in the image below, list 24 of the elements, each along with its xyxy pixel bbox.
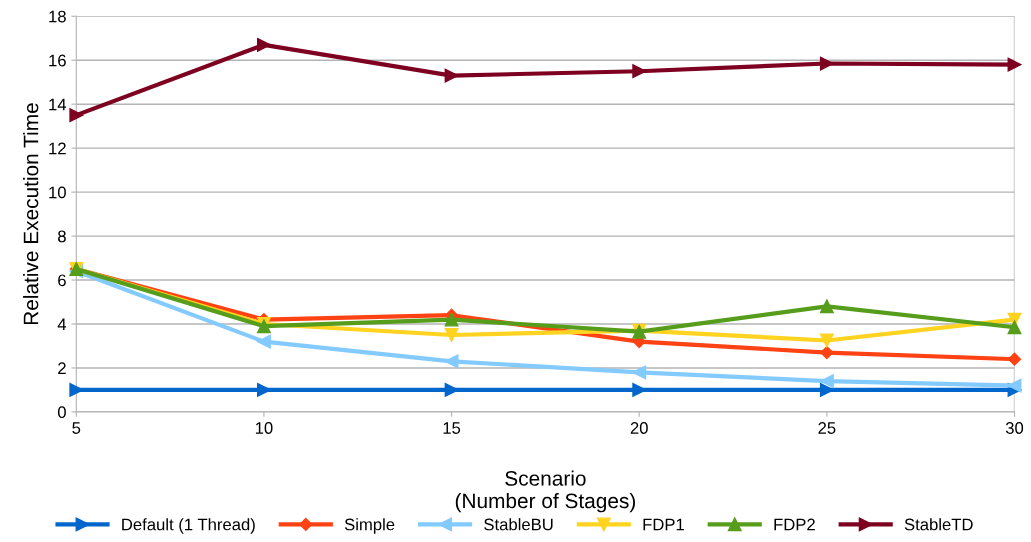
y-tick-label: 10 xyxy=(49,186,66,199)
y-tick-label: 2 xyxy=(58,362,66,374)
y-tick-label: 12 xyxy=(49,142,66,155)
legend-label: StableTD xyxy=(904,518,973,531)
x-tick-label: 5 xyxy=(72,422,81,434)
legend-label: Default (1 Thread) xyxy=(122,518,255,534)
y-axis-title: Relative Execution Time xyxy=(23,103,39,325)
x-axis-title: Scenario (Number of Stages) xyxy=(455,470,635,513)
legend-label: FDP1 xyxy=(643,518,684,531)
y-tick-label: 18 xyxy=(49,10,66,23)
x-tick-label: 30 xyxy=(1005,422,1024,434)
x-tick-label: 25 xyxy=(818,422,836,434)
legend-label: StableBU xyxy=(484,518,553,531)
y-tick-label: 16 xyxy=(49,54,66,67)
legend-label: Simple xyxy=(344,518,395,534)
legend-label: FDP2 xyxy=(774,518,815,531)
x-tick-label: 20 xyxy=(630,422,648,434)
y-tick-label: 6 xyxy=(58,274,66,287)
y-tick-label: 0 xyxy=(57,406,66,419)
y-tick-label: 8 xyxy=(58,230,66,243)
x-tick-label: 10 xyxy=(255,422,273,434)
x-tick-label: 15 xyxy=(443,422,461,434)
y-tick-label: 4 xyxy=(57,318,67,331)
y-tick-label: 14 xyxy=(49,98,67,111)
